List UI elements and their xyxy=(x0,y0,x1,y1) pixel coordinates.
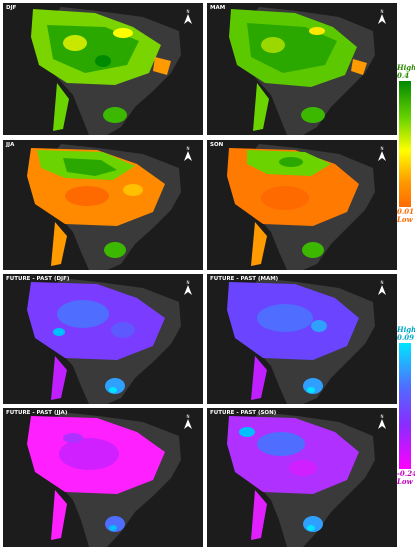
north-arrow-label: N xyxy=(381,9,384,14)
map-diff-djf xyxy=(27,278,181,404)
map-panel-diff-son: FUTURE - PAST (SON) N xyxy=(207,408,397,547)
map-panel-djf: DJF N xyxy=(3,3,203,135)
legend-colorbar xyxy=(399,343,411,469)
north-arrow-icon: N xyxy=(184,414,192,429)
north-arrow-icon: N xyxy=(378,280,386,295)
map-panel-jja: JJA N xyxy=(3,140,203,270)
north-arrow-label: N xyxy=(187,414,190,419)
legend-min-value: 0.01 xyxy=(397,207,415,216)
legend-max-value: 0.4 xyxy=(397,71,410,80)
map-mam xyxy=(229,7,375,135)
map-panel-diff-djf: FUTURE - PAST (DJF) N xyxy=(3,274,203,404)
map-diff-son xyxy=(227,412,375,547)
legend-high-label: High xyxy=(397,63,415,72)
north-arrow-label: N xyxy=(187,280,190,285)
north-arrow-icon: N xyxy=(378,146,386,161)
north-arrow-label: N xyxy=(381,280,384,285)
panel-title: FUTURE - PAST (DJF) xyxy=(6,276,70,282)
north-arrow-icon: N xyxy=(378,414,386,429)
legend-max-value: 0.09 xyxy=(397,333,415,342)
map-panel-diff-mam: FUTURE - PAST (MAM) N xyxy=(207,274,397,404)
map-son xyxy=(227,144,375,270)
panel-title: FUTURE - PAST (SON) xyxy=(210,410,277,416)
panel-title: DJF xyxy=(6,5,17,11)
legend-low-label: Low xyxy=(397,477,413,486)
panel-title: MAM xyxy=(210,5,226,11)
legend-low-label: Low xyxy=(397,215,413,224)
map-djf xyxy=(31,7,181,135)
legend-difference: High 0.09 -0.24 Low xyxy=(397,325,415,486)
map-diff-jja xyxy=(27,412,181,547)
legend-colorbar xyxy=(399,81,411,207)
map-diff-mam xyxy=(227,278,375,404)
map-panel-diff-jja: FUTURE - PAST (JJA) N xyxy=(3,408,203,547)
panel-title: FUTURE - PAST (JJA) xyxy=(6,410,68,416)
north-arrow-label: N xyxy=(187,146,190,151)
panel-title: JJA xyxy=(6,142,15,148)
north-arrow-icon: N xyxy=(184,9,192,24)
panel-title: SON xyxy=(210,142,224,148)
legend-seasonal: High 0.4 0.01 Low xyxy=(397,63,415,224)
north-arrow-icon: N xyxy=(378,9,386,24)
legend-min-value: -0.24 xyxy=(397,469,415,478)
north-arrow-label: N xyxy=(381,414,384,419)
map-jja xyxy=(27,144,181,270)
north-arrow-icon: N xyxy=(184,280,192,295)
panel-title: FUTURE - PAST (MAM) xyxy=(210,276,279,282)
north-arrow-label: N xyxy=(381,146,384,151)
legend-high-label: High xyxy=(397,325,415,334)
map-panel-mam: MAM N xyxy=(207,3,397,135)
north-arrow-label: N xyxy=(187,9,190,14)
map-panel-son: SON N xyxy=(207,140,397,270)
north-arrow-icon: N xyxy=(184,146,192,161)
